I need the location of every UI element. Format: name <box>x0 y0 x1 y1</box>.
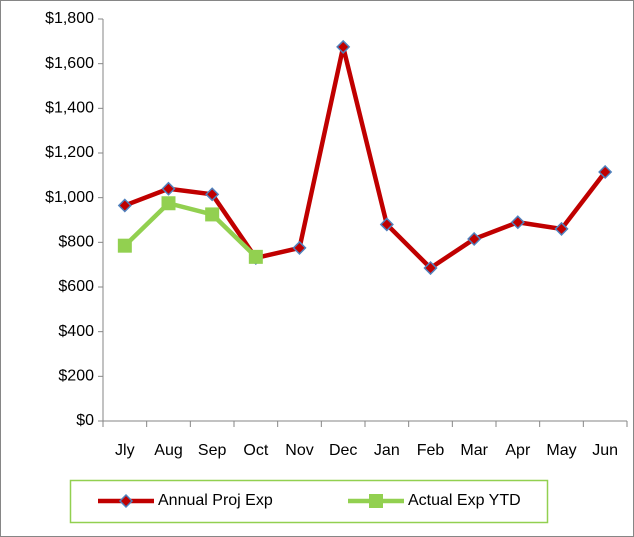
legend-marker <box>118 493 134 509</box>
x-tick-label: Jly <box>115 442 135 459</box>
data-point <box>554 221 569 236</box>
legend-label: Annual Proj Exp <box>158 492 273 509</box>
data-point <box>292 240 307 255</box>
data-point <box>205 187 220 202</box>
series-line <box>123 201 258 259</box>
y-tick-label: $800 <box>58 234 94 251</box>
x-tick-label: May <box>546 442 576 459</box>
x-tick-label: Sep <box>198 442 227 459</box>
data-point <box>510 215 525 230</box>
y-tick-label: $600 <box>58 278 94 295</box>
data-point <box>336 39 351 54</box>
y-tick-label: $200 <box>58 368 94 385</box>
y-tick-label: $1,400 <box>45 100 94 117</box>
x-tick-label: Nov <box>285 442 313 459</box>
x-tick-label: Dec <box>329 442 357 459</box>
x-tick-label: Feb <box>417 442 445 459</box>
x-tick-label: Mar <box>460 442 488 459</box>
x-tick-label: Jan <box>374 442 400 459</box>
data-point <box>467 231 482 247</box>
x-tick-label: Apr <box>505 442 531 459</box>
x-tick-label: Jun <box>592 442 618 459</box>
data-point <box>161 181 176 196</box>
data-point <box>117 198 132 213</box>
y-tick-label: $400 <box>58 323 94 340</box>
y-tick-label: $1,000 <box>45 189 94 206</box>
legend-marker <box>369 494 383 508</box>
data-point <box>248 249 263 264</box>
y-tick-label: $1,200 <box>45 144 94 161</box>
data-point <box>205 207 220 222</box>
data-point <box>423 260 438 276</box>
y-tick-label: $1,600 <box>45 55 94 72</box>
series-line <box>124 44 607 271</box>
x-tick-label: Oct <box>243 442 268 459</box>
data-point <box>379 217 394 232</box>
data-point <box>117 238 132 253</box>
data-point <box>161 196 176 211</box>
legend-label: Actual Exp YTD <box>408 492 521 509</box>
x-tick-label: Aug <box>154 442 182 459</box>
y-tick-label: $0 <box>76 412 94 429</box>
y-tick-label: $1,800 <box>45 10 94 27</box>
data-point <box>598 164 613 180</box>
